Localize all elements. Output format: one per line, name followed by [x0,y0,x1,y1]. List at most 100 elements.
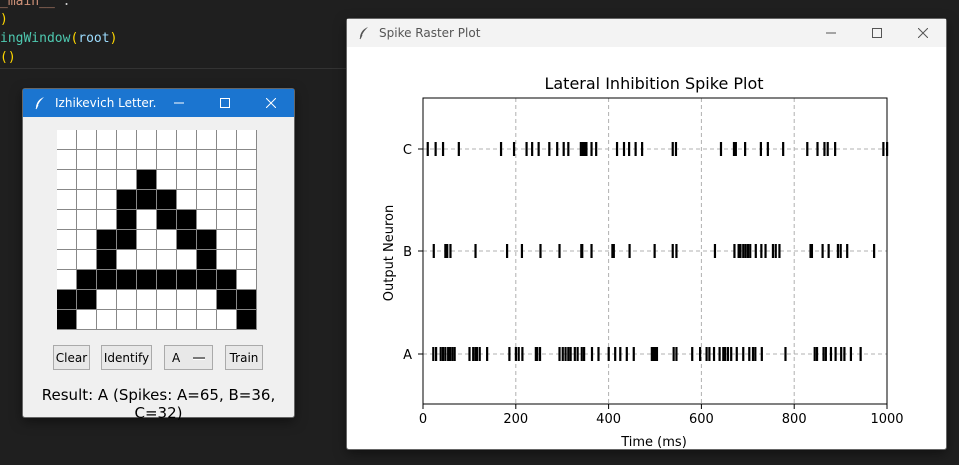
grid-cell[interactable] [137,230,157,250]
grid-cell[interactable] [197,270,217,290]
izhikevich-titlebar[interactable]: Izhikevich Letter... [23,89,294,117]
grid-cell[interactable] [137,290,157,310]
grid-cell[interactable] [57,250,77,270]
grid-cell[interactable] [97,150,117,170]
grid-cell[interactable] [117,210,137,230]
grid-cell[interactable] [237,290,257,310]
grid-cell[interactable] [117,170,137,190]
grid-cell[interactable] [217,310,237,330]
grid-cell[interactable] [237,270,257,290]
grid-cell[interactable] [137,170,157,190]
grid-cell[interactable] [157,310,177,330]
train-button[interactable]: Train [225,345,263,370]
grid-cell[interactable] [137,130,157,150]
grid-cell[interactable] [97,130,117,150]
grid-cell[interactable] [77,210,97,230]
grid-cell[interactable] [137,190,157,210]
grid-cell[interactable] [97,310,117,330]
grid-cell[interactable] [157,150,177,170]
grid-cell[interactable] [217,210,237,230]
grid-cell[interactable] [77,270,97,290]
grid-cell[interactable] [57,190,77,210]
grid-cell[interactable] [177,190,197,210]
grid-cell[interactable] [217,150,237,170]
clear-button[interactable]: Clear [53,345,90,370]
grid-cell[interactable] [77,190,97,210]
grid-cell[interactable] [117,250,137,270]
grid-cell[interactable] [237,190,257,210]
grid-cell[interactable] [157,130,177,150]
grid-cell[interactable] [237,250,257,270]
minimize-button[interactable] [156,89,202,117]
grid-cell[interactable] [137,150,157,170]
grid-cell[interactable] [157,290,177,310]
grid-cell[interactable] [177,230,197,250]
grid-cell[interactable] [57,150,77,170]
grid-cell[interactable] [137,210,157,230]
grid-cell[interactable] [197,230,217,250]
grid-cell[interactable] [217,130,237,150]
grid-cell[interactable] [77,150,97,170]
grid-cell[interactable] [117,230,137,250]
letter-select[interactable]: A [164,345,213,370]
grid-cell[interactable] [57,310,77,330]
grid-cell[interactable] [217,290,237,310]
grid-cell[interactable] [97,170,117,190]
close-button[interactable] [248,89,294,117]
grid-cell[interactable] [157,270,177,290]
grid-cell[interactable] [237,130,257,150]
grid-cell[interactable] [97,230,117,250]
minimize-button[interactable] [808,19,854,47]
grid-cell[interactable] [77,310,97,330]
grid-cell[interactable] [237,170,257,190]
grid-cell[interactable] [177,290,197,310]
grid-cell[interactable] [177,130,197,150]
grid-cell[interactable] [77,130,97,150]
grid-cell[interactable] [57,210,77,230]
grid-cell[interactable] [137,310,157,330]
close-button[interactable] [900,19,946,47]
grid-cell[interactable] [217,230,237,250]
grid-cell[interactable] [117,270,137,290]
grid-cell[interactable] [177,310,197,330]
grid-cell[interactable] [157,230,177,250]
grid-cell[interactable] [77,250,97,270]
grid-cell[interactable] [77,230,97,250]
grid-cell[interactable] [177,210,197,230]
grid-cell[interactable] [237,230,257,250]
grid-cell[interactable] [197,310,217,330]
grid-cell[interactable] [177,270,197,290]
grid-cell[interactable] [197,170,217,190]
grid-cell[interactable] [97,270,117,290]
grid-cell[interactable] [57,290,77,310]
grid-cell[interactable] [197,290,217,310]
grid-cell[interactable] [177,150,197,170]
grid-cell[interactable] [77,290,97,310]
grid-cell[interactable] [157,190,177,210]
grid-cell[interactable] [117,310,137,330]
grid-cell[interactable] [217,190,237,210]
grid-cell[interactable] [197,150,217,170]
grid-cell[interactable] [57,130,77,150]
grid-cell[interactable] [137,270,157,290]
grid-cell[interactable] [97,190,117,210]
grid-cell[interactable] [117,130,137,150]
grid-cell[interactable] [237,150,257,170]
spike-titlebar[interactable]: Spike Raster Plot [347,19,946,47]
grid-cell[interactable] [97,210,117,230]
grid-cell[interactable] [197,210,217,230]
grid-cell[interactable] [197,130,217,150]
grid-cell[interactable] [117,190,137,210]
identify-button[interactable]: Identify [101,345,152,370]
grid-cell[interactable] [177,170,197,190]
grid-cell[interactable] [97,290,117,310]
grid-cell[interactable] [197,250,217,270]
grid-cell[interactable] [217,170,237,190]
grid-cell[interactable] [57,230,77,250]
grid-cell[interactable] [177,250,197,270]
grid-cell[interactable] [117,150,137,170]
grid-cell[interactable] [217,250,237,270]
grid-cell[interactable] [237,210,257,230]
grid-cell[interactable] [157,170,177,190]
grid-cell[interactable] [157,250,177,270]
